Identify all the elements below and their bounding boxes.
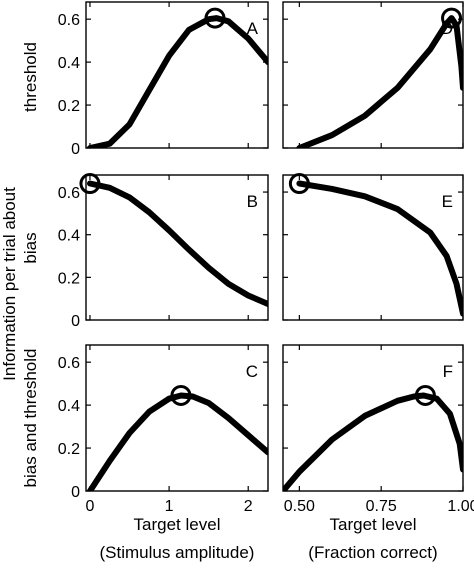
panel-c-xtick-label: 1 <box>165 498 174 515</box>
panel-b-curve <box>87 180 268 307</box>
panel-b-label: B <box>247 192 258 211</box>
panel-f-xtick-label: 0.50 <box>284 498 315 515</box>
panel-e-frame <box>282 174 464 321</box>
panel-c-ytick-label: 0.2 <box>58 441 80 458</box>
panel-d-frame <box>282 1 464 149</box>
panel-e-label: E <box>442 192 453 211</box>
panel-c-xtick-label: 2 <box>244 498 253 515</box>
panel-d: D <box>282 1 464 149</box>
panel-f-xlabel-sub: (Fraction correct) <box>308 543 437 562</box>
panel-e-curve <box>296 180 463 317</box>
panel-b-frame <box>85 174 269 321</box>
panel-f-frame <box>282 344 464 492</box>
panel-c-ytick-label: 0 <box>71 484 80 501</box>
panel-c-ylabel: bias and threshold <box>21 349 40 488</box>
panel-a-ytick-label: 0.2 <box>58 98 80 115</box>
panel-b-ytick-label: 0 <box>71 313 80 330</box>
panel-f-xtick-label: 1.00 <box>447 498 474 515</box>
panel-e-max-marker <box>288 173 310 195</box>
panel-a-ytick-label: 0.6 <box>58 12 80 29</box>
panel-c-xlabel: Target level <box>134 515 221 534</box>
panel-c-xtick-label: 0 <box>86 498 95 515</box>
panel-a-max-marker <box>204 7 226 29</box>
panel-e: E <box>282 173 464 321</box>
panel-b-ylabel: bias <box>21 232 40 263</box>
panel-b-ytick-label: 0.6 <box>58 185 80 202</box>
panel-a-ytick-label: 0.4 <box>58 55 80 72</box>
panel-a-ytick-label: 0 <box>71 141 80 158</box>
panel-c-frame <box>85 344 269 492</box>
panel-c-curve <box>87 392 268 491</box>
panel-f-label: F <box>443 362 453 381</box>
panel-b-ytick-label: 0.2 <box>58 270 80 287</box>
panel-f: 0.50 0.75 1.00 F Target level (Fraction corre… <box>282 344 474 562</box>
panel-b-ytick-label: 0.4 <box>58 228 80 245</box>
panel-a-frame <box>85 1 269 149</box>
panel-f-curve <box>283 392 463 491</box>
panel-c-max-marker <box>170 384 192 406</box>
panel-c-label: C <box>246 362 258 381</box>
figure-y-label: Information per trial about <box>0 187 19 381</box>
panel-d-max-marker <box>441 7 463 29</box>
panel-a-curve <box>87 15 268 148</box>
panel-d-label: D <box>441 19 453 38</box>
panel-a-label: A <box>247 19 259 38</box>
panel-b-max-marker <box>79 173 101 195</box>
panel-f-max-marker <box>414 384 436 406</box>
panel-f-xtick-label: 0.75 <box>366 498 397 515</box>
panel-a-ylabel: threshold <box>21 42 40 112</box>
panel-c-xlabel-sub: (Stimulus amplitude) <box>100 543 255 562</box>
panel-f-xlabel: Target level <box>330 515 417 534</box>
panel-c-ytick-label: 0.4 <box>58 398 80 415</box>
panel-c-ytick-label: 0.6 <box>58 355 80 372</box>
panel-d-curve <box>296 15 463 148</box>
